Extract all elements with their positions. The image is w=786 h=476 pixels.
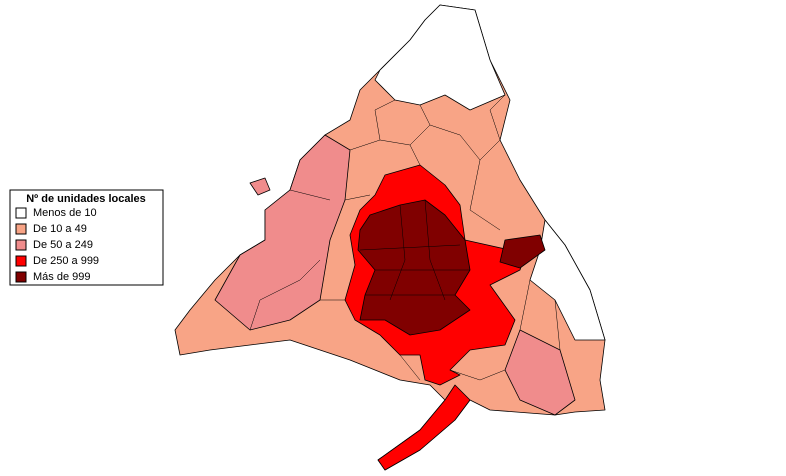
legend-label: Más de 999: [33, 271, 90, 283]
legend: Nº de unidades locales Menos de 10 De 10 …: [9, 189, 164, 286]
legend-swatch: [15, 223, 27, 235]
enclave: [249, 177, 271, 196]
legend-swatch: [15, 207, 27, 219]
legend-swatch: [15, 255, 27, 267]
core-zone: [357, 199, 471, 336]
legend-label: De 10 a 49: [33, 223, 87, 235]
legend-label: Menos de 10: [33, 207, 97, 219]
legend-swatch: [15, 271, 27, 283]
east-zone: [529, 219, 606, 341]
legend-label: De 250 a 999: [33, 255, 99, 267]
municipal-borders: [249, 94, 561, 381]
region-shapes: [174, 4, 606, 471]
legend-title: Nº de unidades locales: [26, 193, 146, 205]
north-zone: [374, 4, 506, 111]
legend-swatch: [15, 239, 27, 251]
south-tail: [377, 384, 471, 471]
legend-label: De 50 a 249: [33, 239, 93, 251]
legend-box: [9, 189, 164, 286]
east-core: [499, 234, 546, 269]
west-zone: [214, 134, 351, 331]
